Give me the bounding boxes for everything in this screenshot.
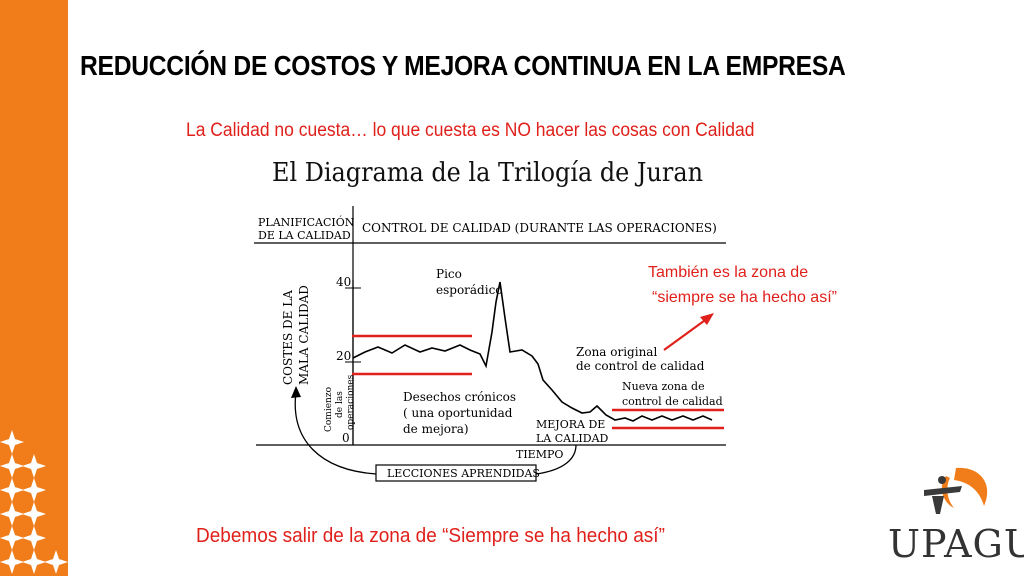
start-label-line1: Comienzo (324, 387, 334, 432)
sparkle-icon (22, 550, 46, 574)
sparkle-icon (0, 550, 24, 574)
y-tick-20: 20 (336, 349, 351, 363)
peak-label-line2: esporádico (436, 283, 503, 297)
sparkle-icon (22, 502, 46, 526)
zone-note-line2: “siempre se ha hecho así” (652, 289, 837, 306)
sparkle-icons (0, 430, 68, 574)
planning-label-line1: PLANIFICACIÓN (258, 215, 355, 229)
loop-arrow-icon (291, 386, 301, 398)
y-tick-40: 40 (336, 275, 351, 289)
original-zone-label-line2: de control de calidad (576, 359, 705, 373)
planning-label-line2: DE LA CALIDAD (258, 229, 351, 242)
subtitle: La Calidad no cuesta… lo que cuesta es N… (186, 120, 755, 141)
y-tick-0: 0 (342, 431, 350, 445)
zone-note: También es la zona de “siempre se ha hec… (648, 260, 837, 310)
sparkle-icon (0, 430, 24, 454)
sparkle-icon (0, 478, 24, 502)
start-label-line3: operaciones (346, 374, 356, 430)
sparkle-icon (44, 550, 68, 574)
lessons-box (375, 464, 537, 482)
arrow-head-icon (700, 313, 714, 325)
sparkle-icon (22, 478, 46, 502)
x-axis-label: TIEMPO (516, 448, 563, 461)
y-axis-label-line2: MALA CALIDAD (297, 285, 311, 385)
diagram-heading: El Diagrama de la Trilogía de Juran (272, 158, 704, 188)
improvement-label-line2: LA CALIDAD (536, 432, 609, 445)
original-zone-label-line1: Zona original (576, 345, 657, 359)
sparkle-icon (0, 454, 24, 478)
lessons-label: LECCIONES APRENDIDAS (387, 467, 540, 480)
logo-text: UPAGU (888, 522, 1024, 566)
sparkle-icon (0, 502, 24, 526)
improvement-label-line1: MEJORA DE (536, 418, 605, 431)
lessons-loop-left (294, 391, 377, 475)
new-zone-label-line1: Nueva zona de (622, 380, 705, 393)
zone-note-line1: También es la zona de (648, 264, 809, 281)
sparkle-icon (22, 454, 46, 478)
control-label: CONTROL DE CALIDAD (DURANTE LAS OPERACIO… (362, 221, 717, 235)
sparkle-icon (22, 526, 46, 550)
new-zone-label-line2: control de calidad (622, 395, 723, 408)
page-title: REDUCCIÓN DE COSTOS Y MEJORA CONTINUA EN… (80, 50, 846, 81)
upagu-logo-icon (924, 467, 988, 514)
footer-statement: Debemos salir de la zona de “Siempre se … (196, 525, 665, 547)
y-axis-label-line1: COSTES DE LA (281, 290, 295, 385)
chronic-label-line3: de mejora) (403, 422, 469, 436)
lessons-loop-right (535, 444, 577, 475)
sparkle-icon (0, 526, 24, 550)
chronic-label-line1: Desechos crónicos (403, 390, 516, 404)
chronic-label-line2: ( una oportunidad (403, 406, 513, 420)
peak-label-line1: Pico (436, 267, 462, 281)
start-label-line2: de las (335, 391, 345, 418)
